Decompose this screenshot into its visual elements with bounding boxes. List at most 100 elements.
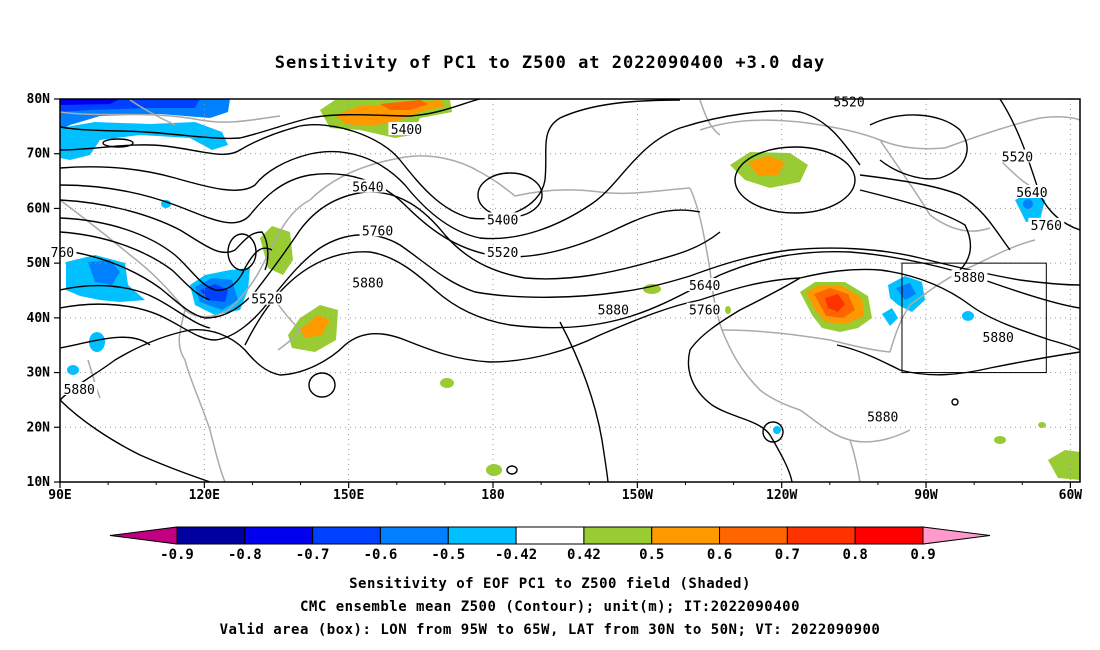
- colorbar-high-arrow: [922, 526, 991, 545]
- lon-tick-label: 60W: [1059, 488, 1083, 503]
- sensitivity-shading: [60, 99, 1080, 480]
- contour-line: [60, 191, 721, 319]
- positive-sensitivity-area: [1038, 422, 1046, 428]
- colorbar-tick-label: -0.9: [160, 547, 194, 563]
- contour-line: [60, 110, 861, 240]
- lon-tick-label: 150E: [333, 488, 364, 503]
- colorbar-tick-label: -0.6: [364, 547, 398, 563]
- map-title: Sensitivity of PC1 to Z500 at 2022090400…: [275, 53, 826, 73]
- colorbar-tick-label: 0.6: [707, 547, 732, 563]
- lat-tick-label: 20N: [27, 420, 51, 435]
- colorbar-tick-label: 0.8: [843, 547, 868, 563]
- contour-label-bg: [831, 94, 868, 108]
- contour-line: [799, 268, 1080, 351]
- lat-tick-label: 40N: [27, 311, 51, 326]
- contour-label-bg: [951, 269, 988, 283]
- lat-tick-label: 60N: [27, 201, 51, 216]
- contour-label: 5880: [64, 383, 95, 398]
- contour-label: 5520: [833, 96, 864, 111]
- contour-label: 5760: [362, 224, 393, 239]
- contour-line: [951, 398, 959, 406]
- contour-line: [227, 233, 257, 271]
- contour-label: 5880: [352, 276, 383, 291]
- contour-line: [60, 99, 481, 140]
- positive-sensitivity-area: [994, 436, 1006, 444]
- map-panel: 5400 5520 5520 5640 5400 5520 5640 5760 5760 760 5…: [48, 94, 1081, 483]
- colorbar-segment: [515, 526, 585, 545]
- contour-labels: 5400 5520 5520 5640 5400 5520 5640 5760 5760 760 5…: [48, 94, 1065, 425]
- colorbar-tick-label: -0.5: [431, 547, 465, 563]
- colorbar-segment: [312, 526, 381, 545]
- contour-label-bg: [359, 223, 396, 237]
- lon-tick-label: 150W: [622, 488, 653, 503]
- positive-sensitivity-area: [643, 284, 661, 294]
- contour-label-bg: [980, 330, 1017, 344]
- contour-line: [60, 234, 1080, 341]
- negative-sensitivity-area: [1023, 199, 1033, 209]
- contour-line: [506, 465, 518, 475]
- footer-line-1: Sensitivity of EOF PC1 to Z500 field (Sh…: [349, 576, 751, 592]
- map-border: [59, 98, 1081, 483]
- contour-label: 5760: [1031, 219, 1062, 234]
- contour-line: [559, 321, 609, 482]
- contour-label-bg: [61, 381, 98, 395]
- lon-tick-label: 120W: [766, 488, 797, 503]
- contour-label-bg: [686, 278, 723, 292]
- contour-label-bg: [1028, 217, 1065, 231]
- positive-sensitivity-area: [825, 294, 845, 312]
- positive-sensitivity-area: [440, 378, 454, 388]
- contour-label: 5880: [954, 271, 985, 286]
- colorbar-segment: [447, 526, 517, 545]
- contour-line: [869, 114, 968, 180]
- colorbar-segment: [379, 526, 449, 545]
- contour-label: 5400: [487, 213, 518, 228]
- z500-contours: [60, 99, 1080, 482]
- colorbar-tick-label: 0.9: [910, 547, 935, 563]
- contour-label: 5880: [598, 304, 629, 319]
- footer-line-2: CMC ensemble mean Z500 (Contour); unit(m…: [300, 599, 800, 615]
- contour-label: 5880: [983, 331, 1014, 346]
- lat-tick-label: 30N: [27, 366, 51, 381]
- positive-sensitivity-area: [300, 315, 330, 338]
- contour-label: 5520: [251, 293, 282, 308]
- contour-label: 5640: [689, 279, 720, 294]
- contour-line: [244, 251, 1080, 346]
- latitude-labels: 80N 70N 60N 50N 40N 30N 20N 10N: [27, 92, 60, 490]
- colorbar-tick-label: -0.8: [228, 547, 262, 563]
- positive-sensitivity-area: [725, 306, 731, 314]
- contour-label-bg: [999, 149, 1036, 163]
- colorbar-segment: [719, 526, 788, 545]
- contour-line: [60, 284, 211, 329]
- contour-label-bg: [864, 409, 901, 423]
- footer-line-3: Valid area (box): LON from 95W to 65W, L…: [220, 622, 881, 638]
- lat-tick-label: 10N: [27, 475, 51, 490]
- contour-label-bg: [48, 245, 77, 259]
- contour-line: [102, 138, 134, 148]
- contour-label: 5400: [391, 123, 422, 138]
- negative-sensitivity-area: [88, 260, 120, 285]
- contour-label: 760: [51, 246, 74, 261]
- contour-line: [762, 421, 784, 443]
- colorbar-tick-label: 0.7: [775, 547, 800, 563]
- negative-sensitivity-area: [67, 365, 79, 375]
- negative-sensitivity-area: [60, 99, 120, 105]
- contour-label: 5520: [487, 246, 518, 261]
- contour-label: 5760: [689, 304, 720, 319]
- contour-label-bg: [388, 122, 425, 136]
- colorbar-tick-label: 0.42: [567, 547, 601, 563]
- colorbar-tick-label: 0.5: [639, 547, 664, 563]
- negative-sensitivity-area: [896, 283, 916, 300]
- colorbar-segment: [651, 526, 721, 545]
- contour-label: 5880: [867, 410, 898, 425]
- contour-line: [60, 336, 151, 349]
- colorbar: -0.9 -0.8 -0.7 -0.6 -0.5 -0.42 0.42 0.5 0.6 0.7 0.…: [109, 526, 991, 563]
- colorbar-tick-label: -0.7: [296, 547, 330, 563]
- contour-line: [60, 231, 211, 301]
- contour-line: [60, 277, 801, 401]
- positive-sensitivity-area: [380, 100, 428, 110]
- contour-line: [836, 344, 1080, 376]
- lat-tick-label: 80N: [27, 92, 51, 107]
- positive-sensitivity-area: [486, 464, 502, 476]
- colorbar-low-arrow: [109, 526, 178, 545]
